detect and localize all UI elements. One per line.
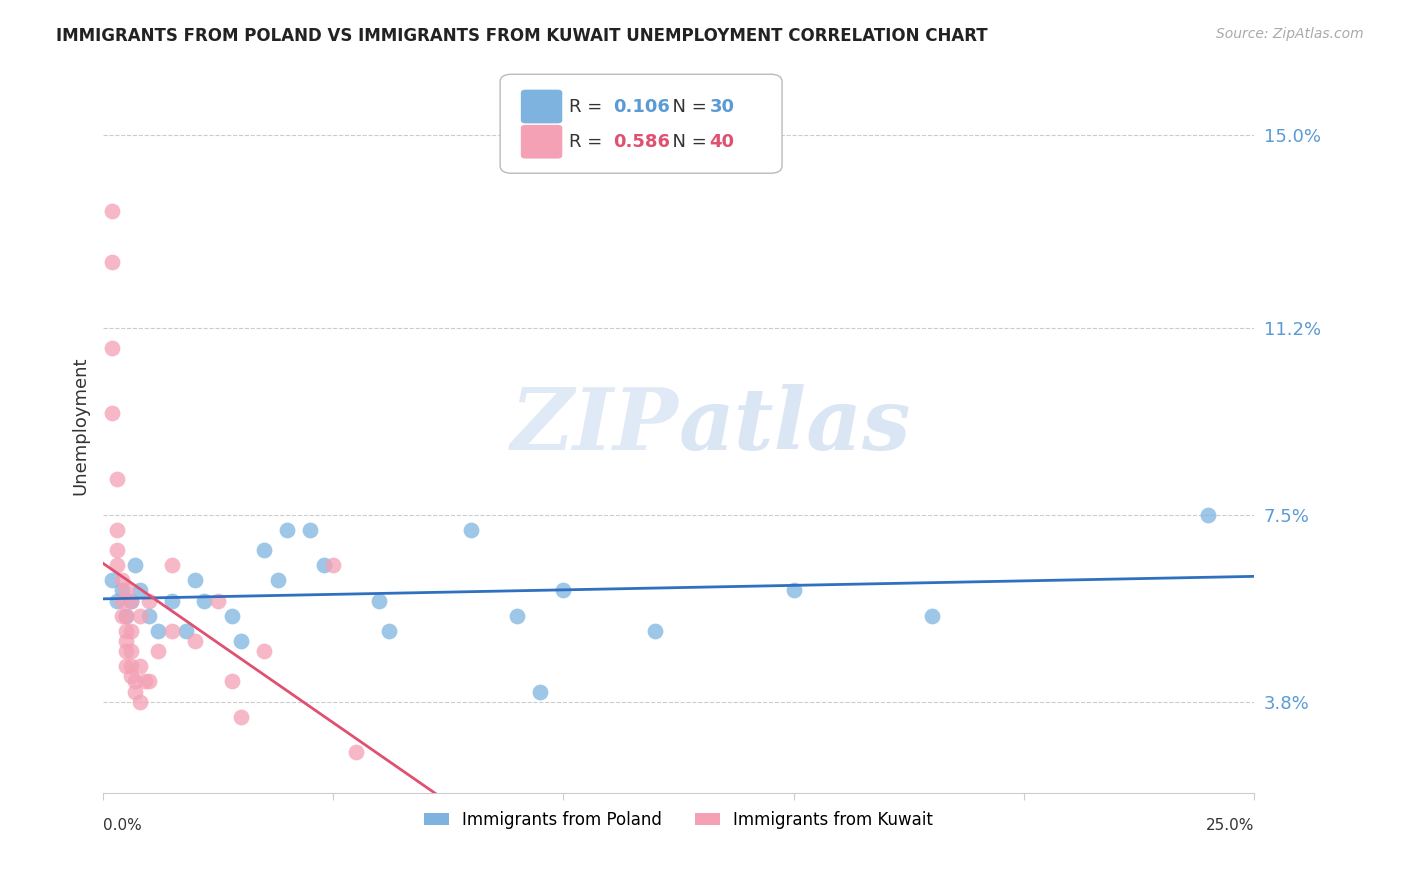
- Point: [105, 523, 128, 537]
- Point: [110, 593, 132, 607]
- Point: [129, 583, 152, 598]
- Text: 30: 30: [710, 97, 734, 116]
- Point: [221, 674, 243, 689]
- Point: [276, 523, 298, 537]
- Text: 25.0%: 25.0%: [1205, 818, 1254, 833]
- Point: [138, 593, 160, 607]
- Point: [115, 608, 138, 623]
- Point: [344, 745, 367, 759]
- Point: [120, 659, 142, 673]
- Point: [105, 593, 128, 607]
- Point: [267, 574, 290, 588]
- Point: [529, 684, 551, 698]
- Point: [1197, 508, 1219, 522]
- Point: [110, 608, 132, 623]
- Text: N =: N =: [661, 133, 713, 151]
- Point: [101, 407, 124, 421]
- Point: [193, 593, 215, 607]
- Point: [553, 583, 575, 598]
- Text: 0.586: 0.586: [613, 133, 669, 151]
- Point: [110, 574, 132, 588]
- Y-axis label: Unemployment: Unemployment: [72, 357, 89, 495]
- Point: [124, 674, 146, 689]
- Point: [184, 574, 207, 588]
- Point: [253, 644, 276, 658]
- Point: [134, 674, 156, 689]
- Point: [253, 543, 276, 558]
- Point: [120, 644, 142, 658]
- FancyBboxPatch shape: [501, 74, 782, 173]
- Point: [207, 593, 229, 607]
- FancyBboxPatch shape: [520, 125, 562, 159]
- Point: [129, 608, 152, 623]
- Point: [368, 593, 391, 607]
- Point: [506, 608, 529, 623]
- Point: [115, 608, 138, 623]
- Point: [231, 634, 253, 648]
- Text: ZIP: ZIP: [510, 384, 679, 468]
- Text: 40: 40: [710, 133, 734, 151]
- Point: [460, 523, 482, 537]
- Point: [148, 644, 170, 658]
- Point: [101, 574, 124, 588]
- Point: [160, 558, 183, 573]
- Point: [782, 583, 804, 598]
- Point: [184, 634, 207, 648]
- Point: [120, 669, 142, 683]
- Point: [160, 624, 183, 638]
- Point: [115, 624, 138, 638]
- Point: [105, 472, 128, 486]
- Point: [124, 684, 146, 698]
- Point: [115, 583, 138, 598]
- Point: [101, 255, 124, 269]
- Point: [105, 543, 128, 558]
- Point: [644, 624, 666, 638]
- Point: [115, 634, 138, 648]
- Point: [129, 659, 152, 673]
- Text: Source: ZipAtlas.com: Source: ZipAtlas.com: [1216, 27, 1364, 41]
- Point: [129, 695, 152, 709]
- Point: [138, 674, 160, 689]
- Point: [221, 608, 243, 623]
- Point: [101, 341, 124, 355]
- Point: [174, 624, 197, 638]
- Text: 0.106: 0.106: [613, 97, 669, 116]
- Point: [160, 593, 183, 607]
- Text: R =: R =: [569, 97, 609, 116]
- Text: atlas: atlas: [679, 384, 911, 468]
- FancyBboxPatch shape: [520, 90, 562, 123]
- Legend: Immigrants from Poland, Immigrants from Kuwait: Immigrants from Poland, Immigrants from …: [418, 805, 941, 836]
- Point: [120, 593, 142, 607]
- Point: [138, 608, 160, 623]
- Point: [101, 204, 124, 219]
- Text: 0.0%: 0.0%: [103, 818, 142, 833]
- Point: [148, 624, 170, 638]
- Point: [110, 583, 132, 598]
- Text: IMMIGRANTS FROM POLAND VS IMMIGRANTS FROM KUWAIT UNEMPLOYMENT CORRELATION CHART: IMMIGRANTS FROM POLAND VS IMMIGRANTS FRO…: [56, 27, 988, 45]
- Point: [105, 558, 128, 573]
- Text: N =: N =: [661, 97, 713, 116]
- Point: [120, 593, 142, 607]
- Point: [377, 624, 399, 638]
- Point: [312, 558, 335, 573]
- Point: [231, 710, 253, 724]
- Point: [322, 558, 344, 573]
- Text: R =: R =: [569, 133, 609, 151]
- Point: [299, 523, 322, 537]
- Point: [115, 644, 138, 658]
- Point: [124, 558, 146, 573]
- Point: [921, 608, 943, 623]
- Point: [120, 624, 142, 638]
- Point: [115, 659, 138, 673]
